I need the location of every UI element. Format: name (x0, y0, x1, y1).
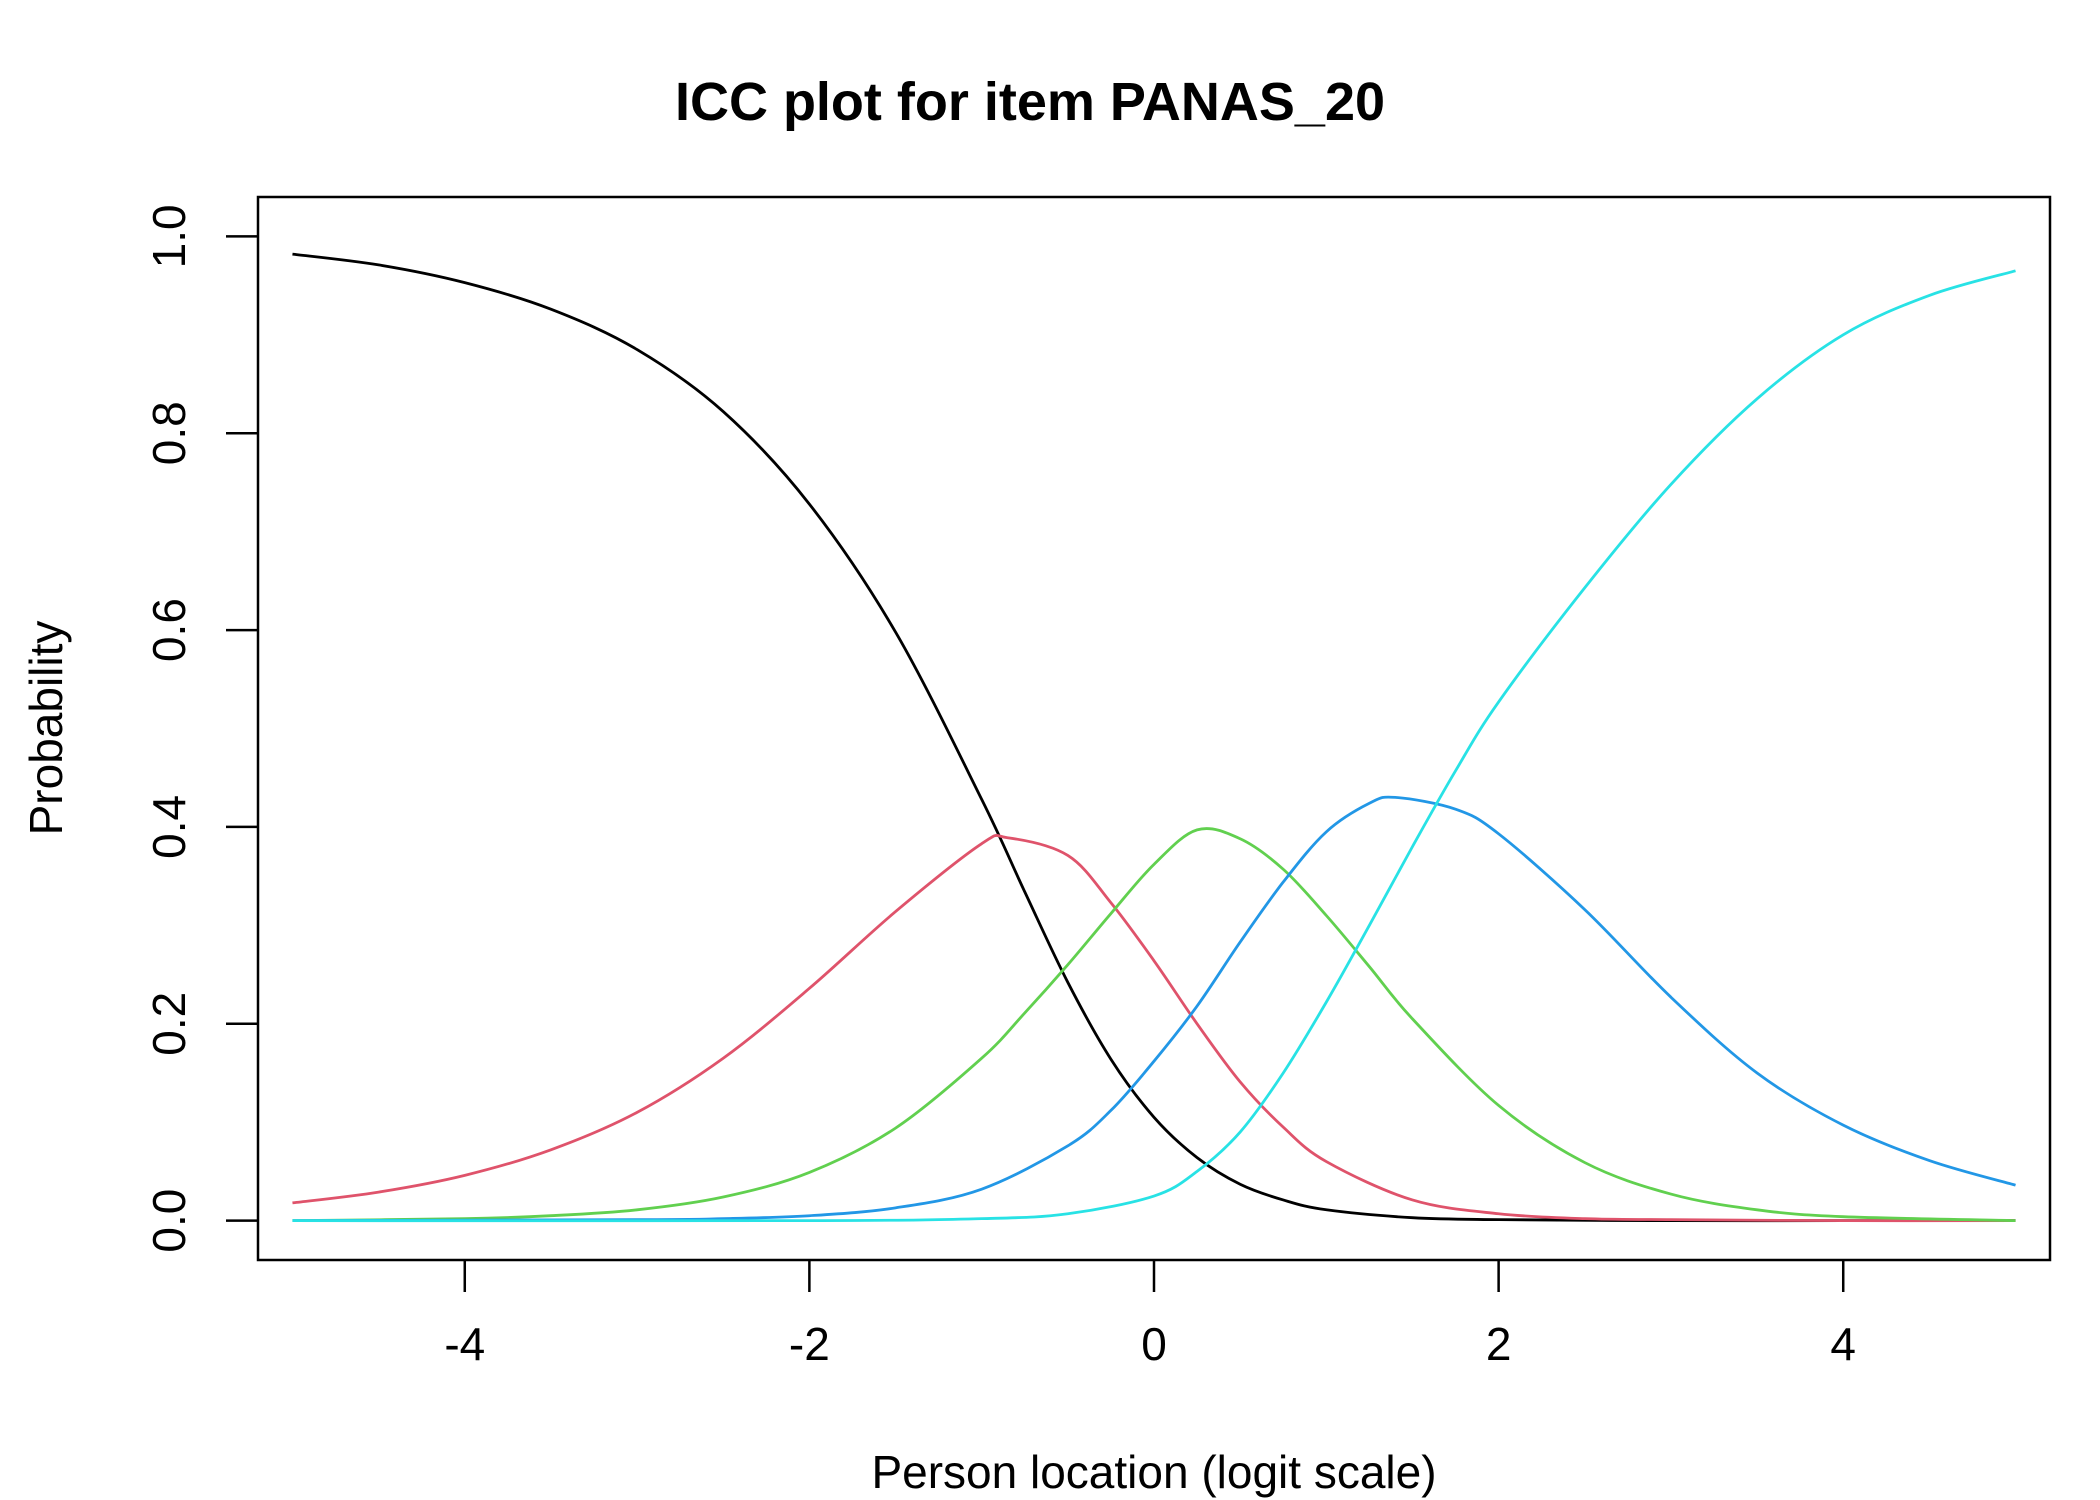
category-curve-1 (292, 833, 2016, 1223)
x-tick-label: 2 (1486, 1318, 1512, 1370)
category-curve-4 (292, 269, 2016, 1223)
category-curve-2 (292, 827, 2016, 1223)
curves (292, 252, 2016, 1223)
x-tick-label: -4 (444, 1318, 485, 1370)
y-tick-label: 0.6 (143, 598, 195, 662)
y-tick-label: 1.0 (143, 204, 195, 268)
chart-title: ICC plot for item PANAS_20 (675, 72, 1385, 132)
x-axis-label: Person location (logit scale) (871, 1446, 1436, 1498)
plot-frame (256, 195, 2052, 1262)
x-tick-label: -2 (789, 1318, 830, 1370)
x-tick-label: 0 (1141, 1318, 1167, 1370)
y-axis: 0.0 0.2 0.4 0.6 0.8 1.0 (143, 204, 258, 1253)
y-axis-label: Probability (20, 621, 72, 836)
category-curve-3 (292, 795, 2016, 1223)
y-tick-label: 0.8 (143, 401, 195, 465)
category-curve-0 (292, 252, 2016, 1223)
y-tick-label: 0.0 (143, 1189, 195, 1253)
x-tick-label: 4 (1830, 1318, 1856, 1370)
y-tick-label: 0.2 (143, 992, 195, 1056)
x-axis: -4 -2 0 2 4 (444, 1260, 1856, 1370)
y-tick-label: 0.4 (143, 795, 195, 859)
